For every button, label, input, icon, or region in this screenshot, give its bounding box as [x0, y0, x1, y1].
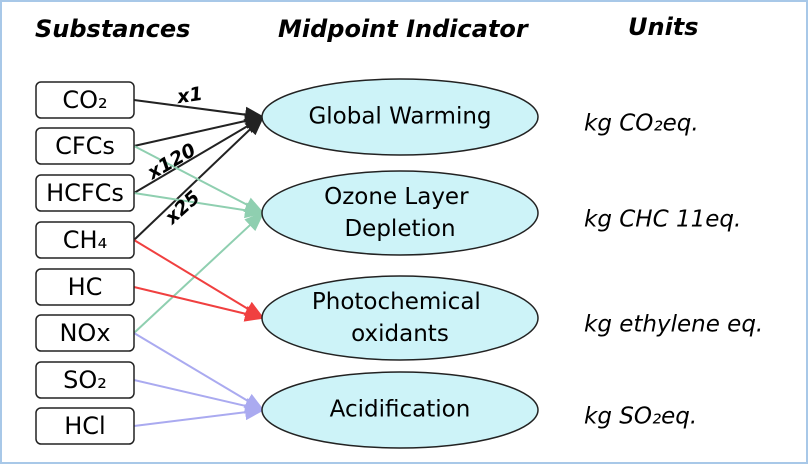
substance-label: NOx: [59, 319, 110, 347]
unit-label: kg ethylene eq.: [584, 312, 763, 338]
substance-label: CFCs: [55, 132, 115, 160]
substance-box: [35, 174, 135, 212]
connection: [133, 115, 265, 194]
substance-box: [35, 314, 135, 352]
unit-label: kg SO₂eq.: [584, 404, 697, 430]
substance-label: SO₂: [63, 366, 107, 394]
header: Units: [628, 13, 699, 41]
indicator-ellipse: [261, 170, 539, 256]
substance-box: [35, 127, 135, 165]
indicator-label: Ozone Layer Depletion: [324, 184, 476, 242]
factor-label: x1: [175, 83, 204, 108]
indicator-label: Acidification: [330, 397, 471, 423]
indicator-ellipse: [261, 275, 539, 361]
indicator-ellipse: [261, 371, 539, 449]
substance-box: [35, 81, 135, 119]
connection: [133, 332, 265, 412]
substance-label: CH₄: [63, 226, 107, 254]
substance-box: [35, 268, 135, 306]
connection: [133, 145, 265, 214]
connection: [133, 99, 265, 123]
connection: [133, 113, 265, 147]
unit-label: kg CHC 11eq.: [584, 207, 741, 233]
substance-label: HCl: [64, 412, 105, 440]
substance-label: HCFCs: [46, 179, 124, 207]
substance-box: [35, 361, 135, 399]
connection: [133, 404, 265, 427]
connection: [133, 379, 265, 414]
indicator-ellipse: [261, 78, 539, 156]
indicator-label: Global Warming: [308, 104, 491, 130]
indicator-label: Photochemical oxidants: [312, 289, 488, 347]
substance-box: [35, 221, 135, 259]
connection: [133, 192, 265, 219]
substance-label: HC: [68, 273, 103, 301]
substance-box: [35, 407, 135, 445]
header: Midpoint Indicator: [278, 15, 530, 43]
connection: [133, 211, 265, 334]
connections: [133, 99, 265, 427]
substance-label: CO₂: [62, 86, 107, 114]
connection: [133, 239, 265, 320]
connection: [133, 286, 265, 322]
unit-label: kg CO₂eq.: [584, 111, 699, 137]
header: Substances: [35, 15, 190, 43]
